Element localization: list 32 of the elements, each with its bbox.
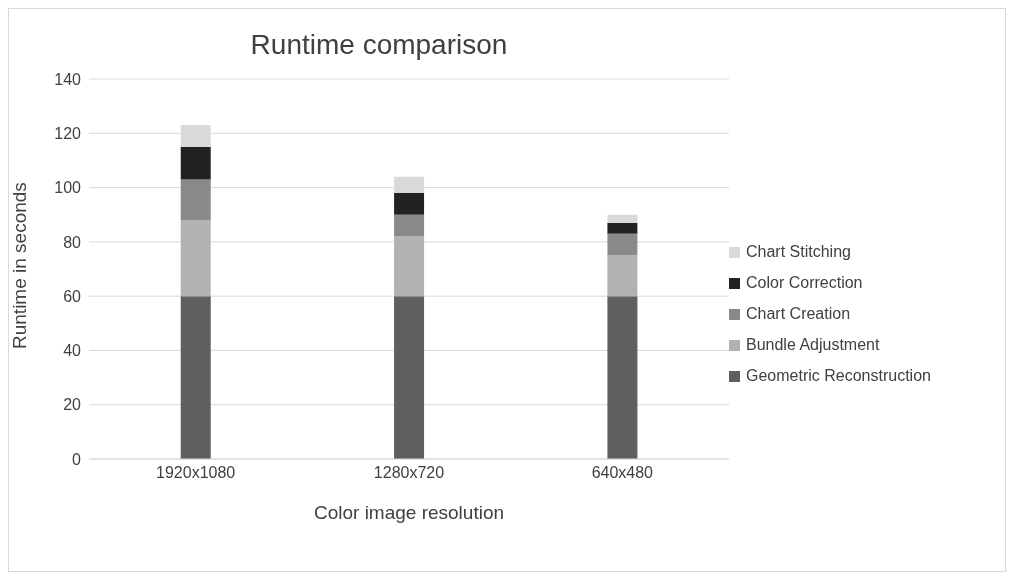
- bar: [607, 214, 638, 223]
- legend-label: Chart Stitching: [746, 243, 851, 261]
- chart-title: Runtime comparison: [249, 29, 509, 61]
- legend-label: Color Correction: [746, 274, 863, 292]
- bar: [180, 220, 211, 297]
- y-tick-label: 120: [54, 124, 82, 142]
- y-tick-label: 80: [63, 233, 82, 251]
- legend-label: Geometric Reconstruction: [746, 367, 931, 385]
- x-tick-label: 1920x1080: [156, 464, 236, 482]
- x-tick-label: 1280x720: [373, 464, 445, 482]
- bar: [394, 193, 425, 215]
- bar: [180, 179, 211, 221]
- bar: [607, 255, 638, 297]
- bar: [394, 236, 425, 297]
- x-axis-title: Color image resolution: [313, 502, 505, 523]
- legend-label: Chart Creation: [746, 305, 851, 323]
- y-tick-label: 60: [63, 287, 82, 305]
- bar: [607, 222, 638, 234]
- bar: [607, 233, 638, 256]
- y-tick-label: 140: [54, 70, 82, 88]
- y-tick-label: 0: [72, 450, 82, 468]
- bar: [394, 214, 425, 237]
- x-tick-label: 640x480: [591, 464, 654, 482]
- bar: [394, 296, 425, 459]
- bar: [180, 296, 211, 459]
- y-tick-label: 20: [63, 396, 82, 414]
- y-tick-label: 40: [63, 342, 82, 360]
- y-tick-label: 100: [54, 179, 82, 197]
- legend-label: Bundle Adjustment: [746, 336, 880, 354]
- bar: [607, 296, 638, 459]
- y-axis-title: Runtime in seconds: [8, 182, 30, 349]
- bar: [180, 146, 211, 180]
